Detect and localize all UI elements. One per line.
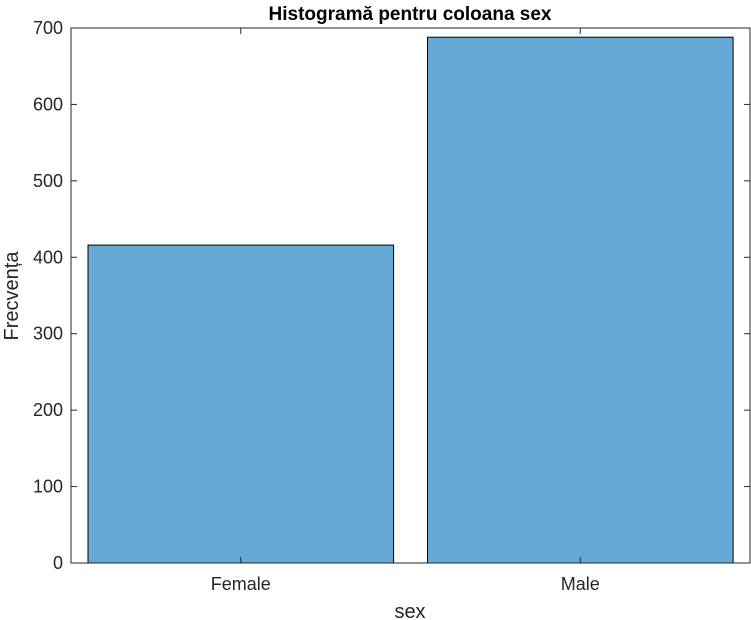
plot-area-frame — [70, 27, 751, 564]
x-axis-ticks: Female Male — [211, 28, 600, 594]
x-axis-label: sex — [394, 601, 425, 620]
bar-male — [427, 36, 734, 564]
y-tick-label: 700 — [33, 18, 63, 38]
bar-female — [87, 244, 395, 564]
y-axis-label: Frecvența — [1, 251, 23, 341]
x-tick-label: Male — [561, 574, 600, 594]
y-tick-label: 500 — [33, 171, 63, 191]
y-tick-label: 100 — [33, 477, 63, 497]
y-tick-label: 600 — [33, 94, 63, 114]
y-tick-label: 400 — [33, 247, 63, 267]
bars-group — [87, 36, 734, 564]
x-tick-label: Female — [211, 574, 271, 594]
y-tick-label: 200 — [33, 400, 63, 420]
chart-title: Histogramă pentru coloana sex — [269, 4, 552, 25]
y-tick-label: 300 — [33, 324, 63, 344]
y-tick-label: 0 — [53, 553, 63, 573]
y-axis-ticks: 0 100 200 300 400 500 600 700 — [33, 18, 750, 573]
